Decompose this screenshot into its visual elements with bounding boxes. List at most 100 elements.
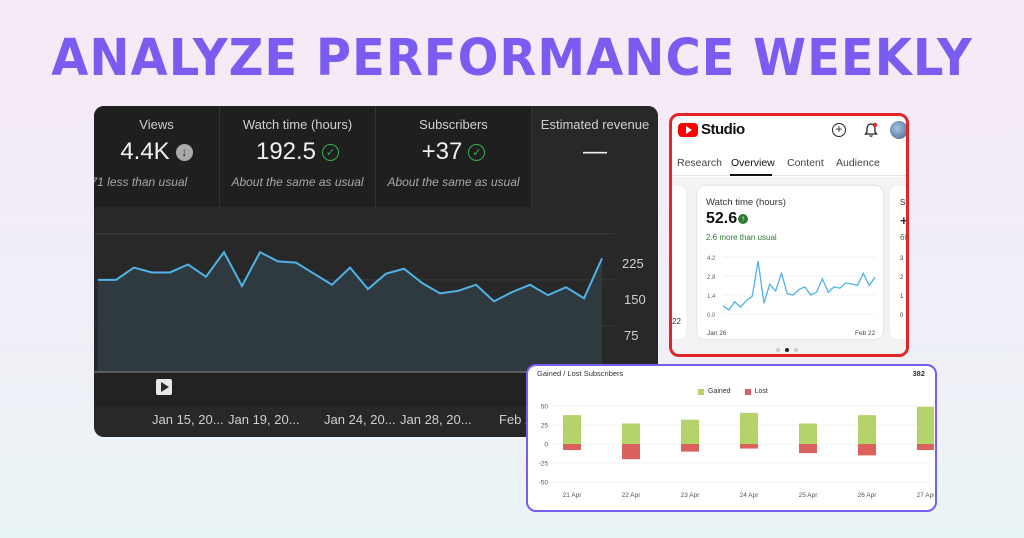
chart-legend: Gained Lost bbox=[698, 388, 768, 395]
y-tick-label: 2.8 bbox=[707, 275, 716, 281]
x-tick-label: 22 bbox=[672, 317, 681, 326]
bar-lost bbox=[622, 444, 640, 460]
bar-lost bbox=[917, 444, 934, 451]
x-tick-label: 25 Apr bbox=[799, 492, 819, 499]
y-tick-label: 0 bbox=[900, 313, 904, 319]
y-tick-label: 0.0 bbox=[707, 313, 716, 319]
bar-gained bbox=[740, 412, 758, 444]
y-tick-label: 2 bbox=[900, 275, 904, 281]
y-tick-label: 3 bbox=[900, 256, 904, 262]
bell-icon[interactable] bbox=[864, 122, 878, 138]
card-note: 2.6 more than usual bbox=[706, 233, 777, 242]
x-tick-label: Jan 24, 20... bbox=[324, 412, 396, 427]
legend-item-lost[interactable]: Lost bbox=[744, 388, 768, 395]
watch-time-card[interactable]: Watch time (hours) 52.6 ↑ 2.6 more than … bbox=[697, 186, 883, 339]
metric-watch-time[interactable]: Watch time (hours) 192.5 ✓ About the sam… bbox=[220, 106, 376, 207]
y-tick-label: 50 bbox=[541, 404, 549, 411]
metric-label: Watch time (hours) bbox=[242, 117, 353, 132]
studio-mobile-panel: Studio + Research Overview Content Audie… bbox=[669, 113, 909, 357]
metric-revenue[interactable]: Estimated revenue — bbox=[532, 106, 658, 207]
check-icon: ✓ bbox=[322, 143, 340, 161]
metric-views[interactable]: Views 4.4K ↓ 271 less than usual bbox=[94, 106, 220, 207]
card-label: Watch time (hours) bbox=[706, 197, 786, 208]
headline: ANALYZE PERFORMANCE WEEKLY bbox=[51, 28, 973, 88]
bar-lost bbox=[563, 444, 581, 451]
metric-value-text: +37 bbox=[421, 138, 463, 165]
check-icon: ✓ bbox=[468, 143, 486, 161]
bar-lost bbox=[799, 444, 817, 454]
y-tick-label: -25 bbox=[539, 461, 549, 468]
y-tick-label: 0 bbox=[544, 442, 548, 449]
tab-overview[interactable]: Overview bbox=[731, 157, 775, 169]
metric-value-text: 4.4K bbox=[120, 138, 170, 165]
metric-label: Estimated revenue bbox=[540, 117, 650, 132]
bar-gained bbox=[563, 415, 581, 444]
tab-content[interactable]: Content bbox=[787, 157, 824, 169]
x-tick-label: Jan 15, 20... bbox=[152, 412, 224, 427]
metric-subscribers[interactable]: Subscribers +37 ✓ About the same as usua… bbox=[376, 106, 532, 207]
tab-audience[interactable]: Audience bbox=[836, 157, 880, 169]
prev-card-peek[interactable]: 22 bbox=[672, 186, 686, 339]
y-tick-label: 75 bbox=[624, 328, 639, 343]
x-tick-label: Feb 22 bbox=[855, 330, 876, 337]
area-fill bbox=[98, 252, 602, 372]
metric-value: +37 ✓ bbox=[376, 138, 531, 166]
metric-value: 4.4K ↓ bbox=[94, 138, 219, 166]
play-icon[interactable] bbox=[156, 379, 172, 395]
metric-label: Subscribers bbox=[419, 117, 488, 132]
active-tab-indicator bbox=[730, 174, 772, 176]
bar-lost bbox=[681, 444, 699, 452]
card-value: + bbox=[900, 213, 908, 228]
legend-swatch bbox=[698, 388, 704, 395]
y-tick-label: 25 bbox=[541, 423, 549, 430]
legend-label: Gained bbox=[708, 388, 731, 395]
legend-item-gained[interactable]: Gained bbox=[698, 388, 731, 395]
analytics-dark-panel: Views 4.4K ↓ 271 less than usual Watch t… bbox=[94, 106, 658, 437]
panel-title: Gained / Lost Subscribers bbox=[537, 369, 624, 378]
card-value: 52.6 bbox=[706, 210, 738, 227]
series-line bbox=[98, 250, 603, 303]
x-tick-label: Jan 28, 20... bbox=[400, 412, 472, 427]
carousel-dots bbox=[776, 348, 798, 352]
bar-gained bbox=[858, 415, 876, 444]
y-tick-label: 1.4 bbox=[707, 294, 716, 300]
tab-research[interactable]: Research bbox=[677, 157, 722, 169]
metric-note: 271 less than usual bbox=[94, 175, 188, 189]
metric-value: — bbox=[583, 138, 607, 165]
bar-lost bbox=[740, 444, 758, 449]
down-arrow-icon: ↓ bbox=[175, 143, 193, 161]
metric-note: About the same as usual bbox=[231, 175, 364, 189]
studio-tabs: Research Overview Content Audience bbox=[672, 150, 906, 176]
y-tick-label: 4.2 bbox=[707, 256, 716, 262]
x-tick-label: Jan 19, 20... bbox=[228, 412, 300, 427]
bar-gained bbox=[917, 406, 934, 444]
next-card-peek[interactable]: Su + 60 3 2 1 0 bbox=[890, 186, 909, 339]
y-tick-label: 1 bbox=[900, 294, 904, 300]
carousel-dot-active[interactable] bbox=[785, 348, 789, 352]
watch-time-line-chart: 4.2 2.8 1.4 0.0 Jan 26 Feb 22 bbox=[707, 256, 876, 337]
carousel-dot[interactable] bbox=[776, 348, 780, 352]
metric-note: About the same as usual bbox=[387, 175, 520, 189]
x-tick-label: 26 Apr bbox=[858, 492, 878, 499]
series-line bbox=[722, 260, 876, 311]
x-tick-label: Feb 2 bbox=[499, 412, 533, 427]
y-tick-label: -50 bbox=[539, 480, 549, 487]
card-label: Su bbox=[900, 198, 909, 207]
youtube-logo-icon bbox=[678, 123, 698, 137]
gained-lost-bar-chart: 50 25 0 -25 -50 21 Apr 22 Apr 23 Apr 24 Apr 25 Ap… bbox=[539, 404, 934, 499]
avatar[interactable] bbox=[890, 121, 906, 139]
bar-gained bbox=[681, 419, 699, 444]
up-arrow-icon: ↑ bbox=[738, 214, 748, 224]
x-tick-label: 27 Apr bbox=[917, 492, 934, 499]
bar-gained bbox=[622, 423, 640, 444]
create-plus-icon[interactable]: + bbox=[832, 123, 846, 137]
metric-label: Views bbox=[139, 117, 174, 132]
bar-lost bbox=[858, 444, 876, 456]
studio-overview-body: 22 Watch time (hours) 52.6 ↑ 2.6 more th… bbox=[672, 177, 909, 354]
carousel-dot[interactable] bbox=[794, 348, 798, 352]
metrics-row: Views 4.4K ↓ 271 less than usual Watch t… bbox=[94, 106, 658, 207]
x-tick-label: 22 Apr bbox=[622, 492, 642, 499]
studio-header: Studio + bbox=[672, 116, 906, 146]
x-tick-label: 24 Apr bbox=[740, 492, 760, 499]
x-tick-label: Jan 26 bbox=[707, 330, 727, 337]
